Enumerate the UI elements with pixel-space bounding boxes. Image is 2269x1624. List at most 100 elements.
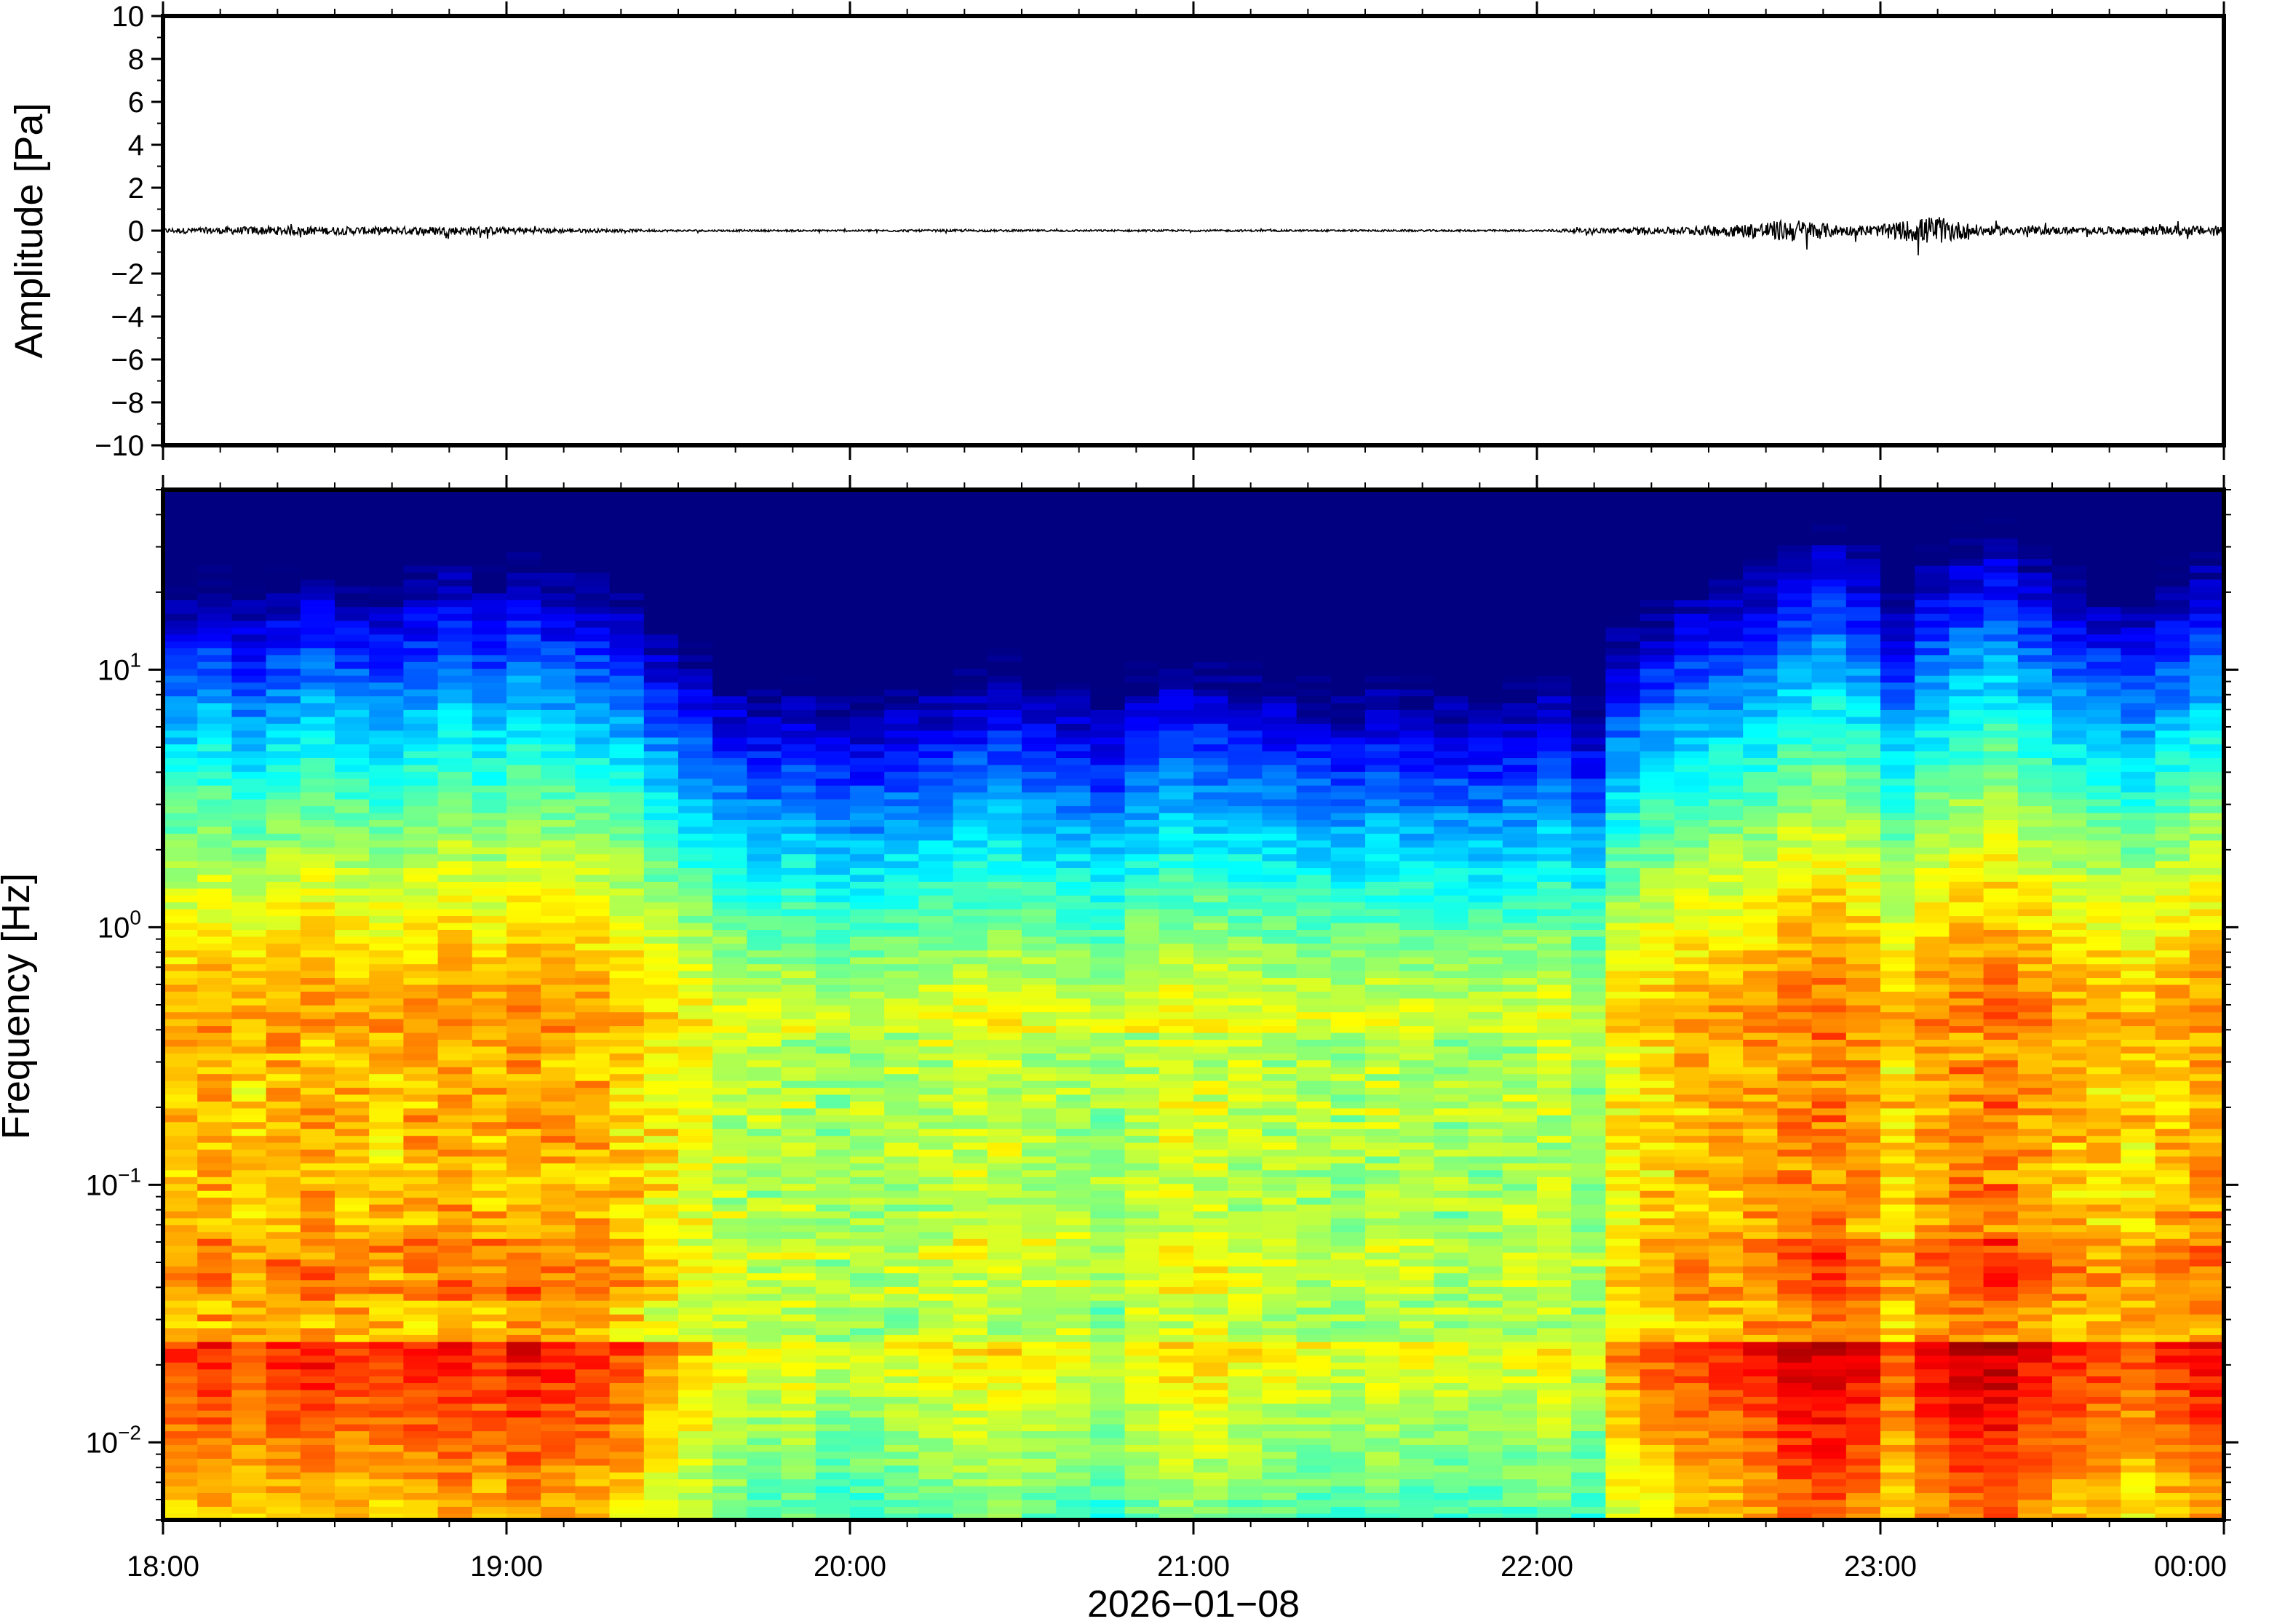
spectrogram-cell [747, 943, 782, 951]
spectrogram-cell [300, 572, 335, 580]
spectrogram-cell [1159, 757, 1194, 765]
spectrogram-cell [678, 1231, 713, 1239]
spectrogram-cell [781, 524, 816, 532]
spectrogram-cell [197, 661, 233, 669]
spectrogram-cell [541, 1492, 576, 1500]
spectrogram-cell [1193, 510, 1228, 518]
spectrogram-cell [506, 1403, 541, 1411]
spectrogram-cell [987, 1107, 1022, 1115]
spectrogram-cell [163, 1101, 198, 1109]
spectrogram-cell [575, 1444, 611, 1452]
spectrogram-cell [987, 490, 1022, 498]
spectrogram-cell [678, 1499, 713, 1507]
spectrogram-cell [1022, 1073, 1057, 1081]
spectrogram-cell [231, 524, 267, 532]
spectrogram-cell [403, 1321, 439, 1329]
spectrogram-cell [815, 1403, 851, 1411]
spectrogram-cell [163, 1355, 198, 1363]
spectrogram-cell [369, 1444, 405, 1452]
spectrogram-cell [403, 1327, 439, 1335]
spectrogram-cell [437, 956, 473, 965]
spectrogram-cell [1022, 538, 1057, 546]
spectrogram-cell [506, 1046, 541, 1054]
spectrogram-cell [403, 648, 439, 656]
spectrogram-cell [918, 668, 954, 676]
spectrogram-cell [266, 915, 301, 923]
spectrogram-cell [609, 1135, 645, 1143]
spectrogram-cell [575, 1348, 611, 1356]
spectrogram-cell [1262, 1299, 1298, 1308]
spectrogram-cell [231, 1087, 267, 1095]
spectrogram-cell [266, 936, 301, 944]
spectrogram-cell [609, 530, 645, 538]
spectrogram-cell [506, 1471, 541, 1480]
spectrogram-cell [541, 723, 576, 731]
spectrogram-cell [369, 634, 405, 642]
spectrogram-cell [884, 1451, 920, 1459]
spectrogram-cell [678, 1361, 713, 1370]
spectrogram-cell [918, 915, 954, 923]
spectrogram-cell [541, 1423, 576, 1432]
spectrogram-cell [1022, 1046, 1057, 1054]
spectrogram-cell [163, 674, 198, 683]
spectrogram-cell [953, 1087, 988, 1095]
spectrogram-cell [678, 1169, 713, 1177]
spectrogram-cell [231, 578, 267, 586]
spectrogram-cell [335, 1327, 370, 1335]
spectrogram-cell [712, 771, 748, 779]
spectrogram-cell [884, 1492, 920, 1500]
spectrogram-cell [850, 812, 885, 820]
spectrogram-cell [403, 1313, 439, 1322]
spectrogram-cell [1056, 1485, 1092, 1494]
spectrogram-cell [643, 874, 679, 882]
spectrogram-cell [712, 1437, 748, 1445]
spectrogram-cell [1159, 606, 1194, 614]
spectrogram-cell [163, 1032, 198, 1040]
spectrogram-cell [403, 1499, 439, 1507]
spectrogram-cell [747, 991, 782, 999]
spectrogram-cell [266, 874, 301, 882]
spectrogram-cell [1022, 1382, 1057, 1390]
spectrogram-cell [197, 1423, 233, 1432]
spectrogram-cell [747, 929, 782, 937]
spectrogram-cell [1193, 1437, 1228, 1445]
spectrogram-cell [987, 812, 1022, 820]
spectrogram-cell [266, 668, 301, 676]
spectrogram-cell [850, 1265, 885, 1273]
spectrogram-cell [643, 1348, 679, 1356]
spectrogram-cell [197, 696, 233, 704]
spectrogram-cell [403, 1492, 439, 1500]
spectrogram-cell [541, 778, 576, 786]
spectrogram-cell [609, 626, 645, 635]
spectrogram-cell [1228, 730, 1263, 738]
spectrogram-cell [1193, 1341, 1228, 1349]
spectrogram-cell [506, 1265, 541, 1273]
spectrogram-cell [643, 1080, 679, 1088]
spectrogram-cell [918, 640, 954, 648]
spectrogram-cell [953, 1389, 988, 1397]
spectrogram-cell [781, 1430, 816, 1438]
spectrogram-cell [850, 696, 885, 704]
spectrogram-cell [1193, 1348, 1228, 1356]
spectrogram-cell [506, 1273, 541, 1281]
spectrogram-cell [1022, 1025, 1057, 1033]
spectrogram-cell [953, 956, 988, 965]
spectrogram-cell [506, 1417, 541, 1425]
spectrogram-cell [1056, 846, 1092, 855]
spectrogram-cell [987, 544, 1022, 552]
spectrogram-cell [403, 626, 439, 635]
spectrogram-cell [163, 977, 198, 985]
spectrogram-cell [1193, 798, 1228, 807]
spectrogram-cell [815, 1321, 851, 1329]
spectrogram-cell [1090, 1423, 1126, 1432]
spectrogram-cell [472, 881, 507, 889]
spectrogram-cell [747, 1225, 782, 1233]
spectrogram-cell [712, 1231, 748, 1239]
spectrogram-cell [1262, 1025, 1298, 1033]
spectrogram-cell [403, 1265, 439, 1273]
spectrogram-cell [506, 1142, 541, 1150]
spectrogram-cell [197, 874, 233, 882]
spectrogram-cell [850, 901, 885, 909]
spectrogram-cell [437, 1430, 473, 1438]
